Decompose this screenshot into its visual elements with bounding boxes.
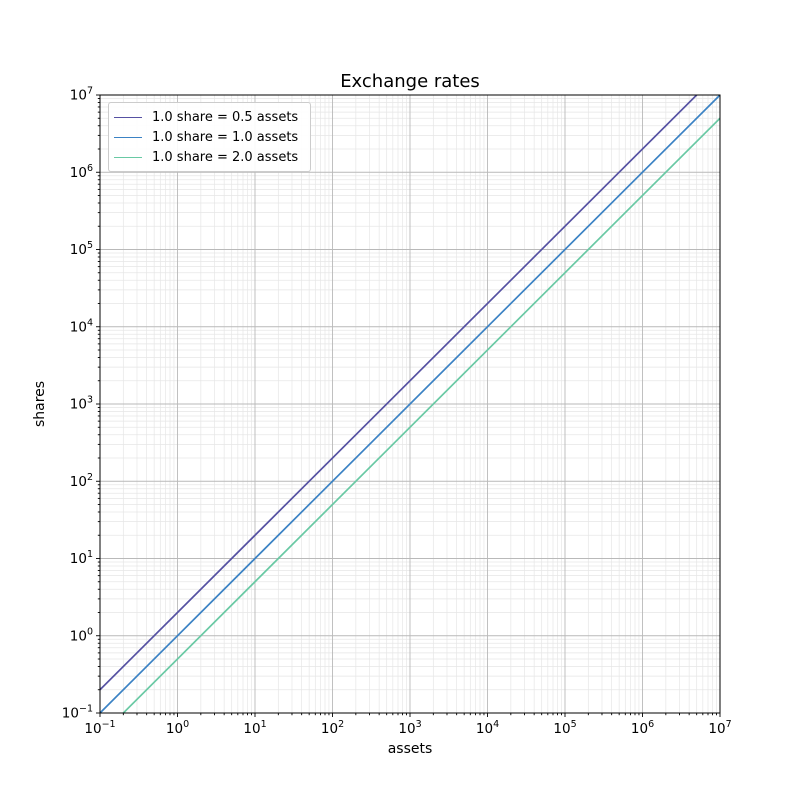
y-tick-label: 10−1: [62, 704, 93, 722]
x-tick-label: 10−1: [84, 719, 115, 737]
chart-title: Exchange rates: [340, 71, 480, 92]
ticks-layer: [96, 94, 721, 717]
x-axis-label: assets: [387, 741, 433, 757]
y-tick-label: 103: [70, 395, 93, 413]
tick-labels-layer: 10−1 100 101 102 103 104 105 106 107 10−1 100 101 10…: [62, 86, 732, 738]
legend-item: 1.0 share = 2.0 assets: [114, 147, 298, 167]
legend-line-swatch: [114, 136, 142, 138]
y-axis-label: shares: [32, 380, 48, 428]
y-tick-label: 104: [70, 317, 93, 335]
legend-line-swatch: [114, 116, 142, 118]
series-line-0: [100, 95, 698, 691]
legend-item: 1.0 share = 1.0 assets: [114, 127, 298, 147]
series-layer: [100, 95, 720, 713]
y-tick-label: 100: [70, 626, 93, 644]
x-tick-label: 107: [708, 719, 731, 737]
x-tick-label: 102: [321, 719, 344, 737]
y-tick-label: 106: [70, 163, 93, 181]
legend-item: 1.0 share = 0.5 assets: [114, 107, 298, 127]
series-line-1: [100, 95, 720, 713]
y-tick-label: 107: [70, 86, 93, 104]
x-tick-label: 105: [553, 719, 576, 737]
x-tick-label: 100: [166, 719, 189, 737]
legend-item-label: 1.0 share = 2.0 assets: [152, 149, 299, 165]
x-tick-label: 101: [243, 719, 266, 737]
y-tick-label: 101: [70, 549, 93, 567]
x-tick-label: 104: [476, 719, 499, 737]
series-line-2: [122, 117, 720, 713]
legend-item-label: 1.0 share = 0.5 assets: [152, 109, 299, 125]
x-tick-label: 106: [631, 719, 654, 737]
y-tick-label: 105: [70, 240, 93, 258]
legend-item-label: 1.0 share = 1.0 assets: [152, 129, 299, 145]
legend: 1.0 share = 0.5 assets 1.0 share = 1.0 a…: [108, 102, 312, 172]
y-tick-label: 102: [70, 472, 93, 490]
legend-line-swatch: [114, 156, 142, 158]
x-tick-label: 103: [398, 719, 421, 737]
